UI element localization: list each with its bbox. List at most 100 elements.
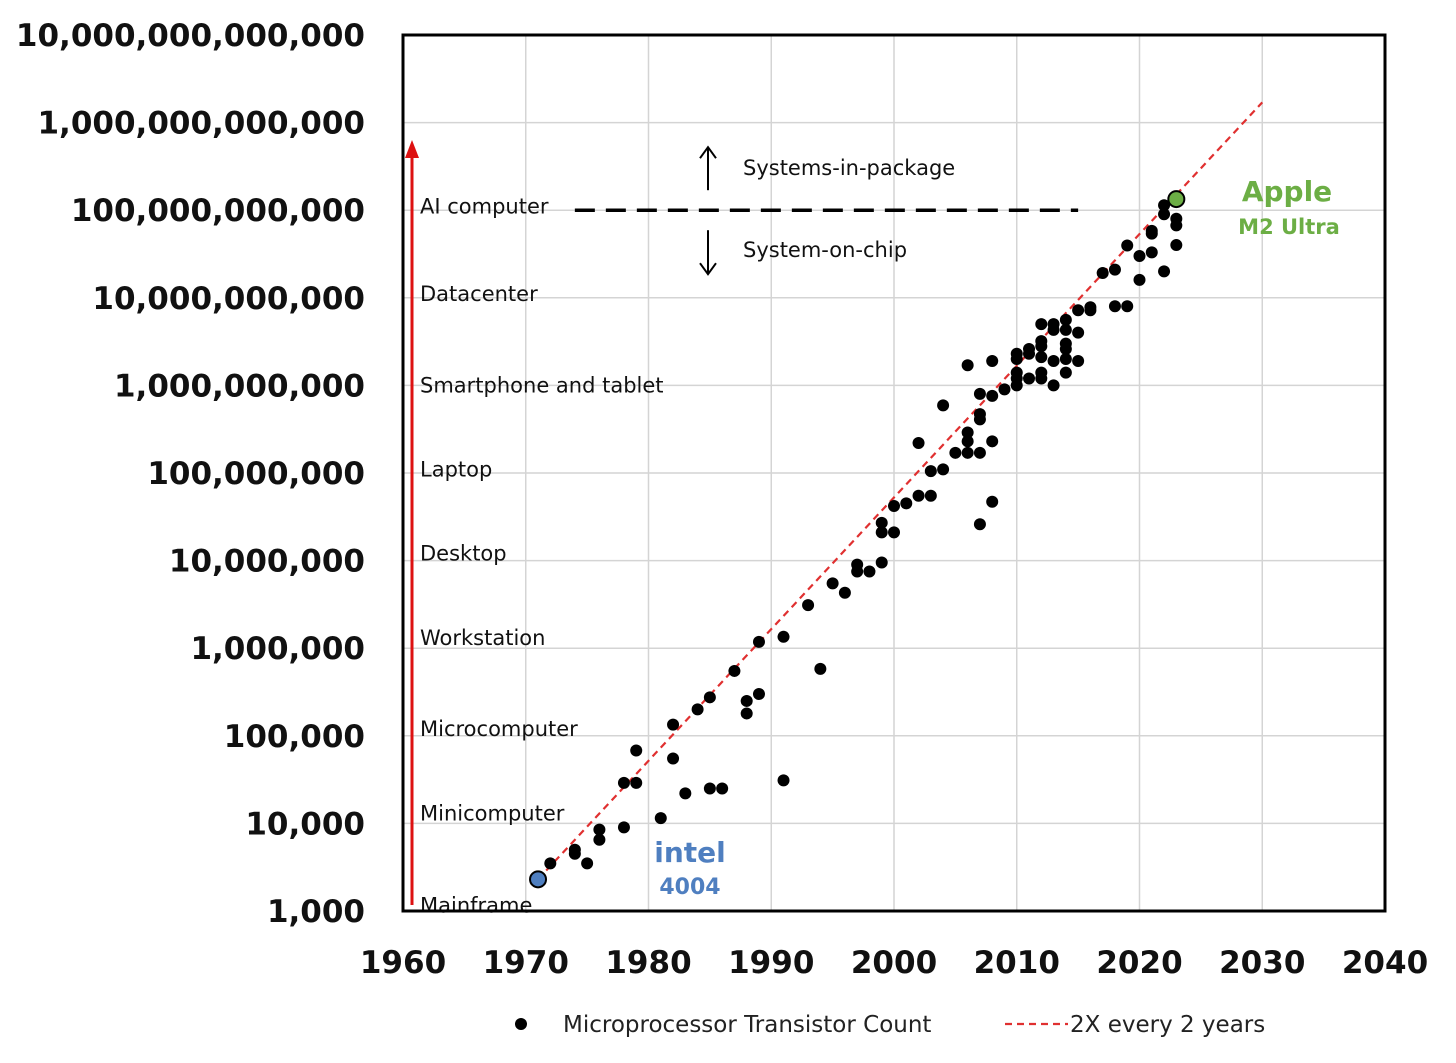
data-point — [777, 630, 790, 643]
data-point — [998, 383, 1011, 396]
data-point — [1023, 343, 1036, 356]
data-point — [740, 694, 753, 707]
data-point — [838, 586, 851, 599]
data-point — [851, 558, 864, 571]
data-point — [924, 465, 937, 478]
category-labels: Mainframe Minicomputer Microcomputer Workst… — [405, 140, 664, 918]
data-point — [924, 489, 937, 502]
data-point — [1133, 250, 1146, 263]
data-point — [1072, 354, 1085, 367]
data-point — [1145, 246, 1158, 259]
intel-4004-label: 4004 — [659, 875, 720, 900]
data-point — [752, 635, 765, 648]
data-point — [568, 843, 581, 856]
intel-label: intel — [654, 836, 726, 869]
data-point — [581, 857, 594, 870]
data-point — [1121, 300, 1134, 313]
x-tick-label: 2020 — [1096, 945, 1182, 981]
data-point — [986, 495, 999, 508]
y-tick-label: 1,000,000 — [190, 631, 365, 667]
data-point — [973, 387, 986, 400]
data-point — [1047, 318, 1060, 331]
x-tick-label: 1960 — [360, 945, 446, 981]
y-tick-label: 10,000,000,000 — [92, 281, 365, 317]
trend-line-2x-every-2-years — [537, 101, 1264, 881]
data-point — [826, 577, 839, 590]
data-point — [1035, 335, 1048, 348]
data-point — [973, 518, 986, 531]
data-point — [1035, 351, 1048, 364]
data-point — [617, 821, 630, 834]
y-tick-label: 100,000 — [224, 719, 365, 755]
data-point — [1158, 199, 1171, 212]
data-point — [703, 691, 716, 704]
data-point — [691, 703, 704, 716]
data-point — [752, 688, 765, 701]
data-point — [1084, 301, 1097, 314]
data-point — [912, 437, 925, 450]
category-label: Minicomputer — [420, 801, 565, 825]
y-axis-tick-labels: 1,000 10,000 100,000 1,000,000 10,000,000 100… — [16, 18, 365, 930]
y-tick-label: 1,000,000,000,000 — [37, 106, 365, 142]
data-point — [900, 497, 913, 510]
data-point — [937, 399, 950, 412]
category-arrow-head — [405, 140, 419, 158]
threshold-annotation: Systems-in-package System-on-chip — [574, 145, 1079, 276]
intel-4004-point — [529, 870, 548, 889]
data-point — [1047, 379, 1060, 392]
category-label: Desktop — [420, 542, 507, 566]
y-tick-label: 1,000 — [267, 894, 365, 930]
data-point — [654, 812, 667, 825]
legend-label-2x-every-2-years: 2X every 2 years — [1070, 1012, 1265, 1038]
x-tick-label: 1990 — [728, 945, 814, 981]
data-point — [986, 354, 999, 367]
data-point — [1158, 208, 1171, 221]
data-point — [1010, 347, 1023, 360]
data-point — [875, 556, 888, 569]
data-point — [1059, 366, 1072, 379]
data-point — [1059, 323, 1072, 336]
data-point — [630, 744, 643, 757]
x-tick-label: 1970 — [483, 945, 569, 981]
data-point — [1108, 263, 1121, 276]
x-tick-label: 1980 — [605, 945, 691, 981]
data-point — [593, 823, 606, 836]
category-label: AI computer — [420, 195, 549, 219]
data-point — [961, 446, 974, 459]
category-label: Mainframe — [420, 894, 532, 918]
category-label: Laptop — [420, 457, 492, 481]
y-tick-label: 100,000,000 — [147, 456, 365, 492]
data-point — [716, 782, 729, 795]
data-point — [630, 776, 643, 789]
data-point — [740, 707, 753, 720]
y-tick-label: 100,000,000,000 — [71, 193, 365, 229]
data-point — [1158, 265, 1171, 278]
data-point — [937, 463, 950, 476]
data-point — [1108, 300, 1121, 313]
x-tick-label: 2030 — [1219, 945, 1305, 981]
up-arrow-head-icon — [699, 145, 717, 159]
data-point — [1059, 353, 1072, 366]
transistor-count-points — [544, 199, 1183, 870]
data-point — [667, 718, 680, 731]
data-point — [1133, 273, 1146, 286]
data-point — [1145, 224, 1158, 237]
category-label: Workstation — [420, 626, 545, 650]
data-point — [593, 833, 606, 846]
x-tick-label: 2010 — [974, 945, 1060, 981]
data-point — [802, 599, 815, 612]
system-on-chip-label: System-on-chip — [743, 238, 907, 262]
x-axis-tick-labels: 1960 1970 1980 1990 2000 2010 2020 2030 2040 — [360, 945, 1428, 981]
data-point — [1023, 372, 1036, 385]
y-tick-label: 1,000,000,000 — [114, 368, 365, 404]
data-point — [1047, 354, 1060, 367]
data-point — [1010, 366, 1023, 379]
data-point — [875, 526, 888, 539]
legend-label-transistor-count: Microprocessor Transistor Count — [563, 1012, 931, 1038]
apple-label: Apple — [1242, 175, 1332, 208]
data-point — [961, 426, 974, 439]
data-point — [667, 752, 680, 765]
data-point — [973, 446, 986, 459]
data-point — [1035, 318, 1048, 331]
